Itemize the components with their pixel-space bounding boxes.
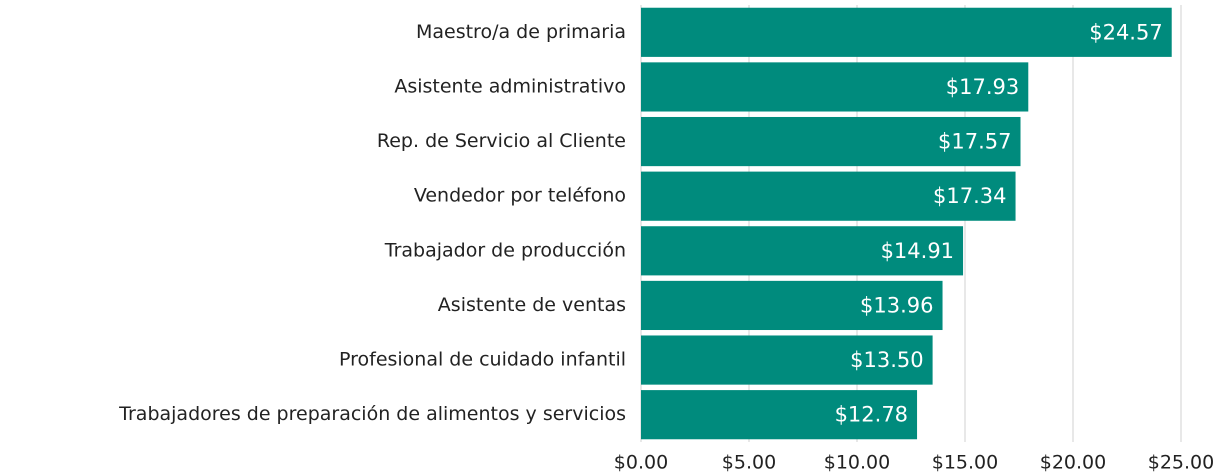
x-tick-label: $5.00 xyxy=(722,452,776,474)
bar xyxy=(641,7,1172,57)
value-label: $13.96 xyxy=(860,293,933,317)
y-tick-label: Trabajadores de preparación de alimentos… xyxy=(118,403,626,425)
value-label: $24.57 xyxy=(1089,20,1162,44)
x-tick-label: $0.00 xyxy=(614,452,668,474)
bar xyxy=(641,335,933,385)
bar xyxy=(641,226,964,276)
y-tick-label: Profesional de cuidado infantil xyxy=(339,349,626,371)
y-tick-label: Asistente de ventas xyxy=(438,294,626,316)
bar xyxy=(641,280,943,331)
bar xyxy=(641,62,1029,112)
y-tick-label: Maestro/a de primaria xyxy=(416,21,626,43)
value-label: $17.34 xyxy=(933,184,1006,208)
bar xyxy=(641,116,1021,167)
value-label: $13.50 xyxy=(850,348,923,372)
y-tick-label: Asistente administrativo xyxy=(394,75,626,97)
value-label: $14.91 xyxy=(881,239,954,263)
y-tick-label: Rep. de Servicio al Cliente xyxy=(377,130,626,152)
x-tick-label: $15.00 xyxy=(932,452,998,474)
bar xyxy=(641,390,918,440)
x-tick-label: $20.00 xyxy=(1040,452,1106,474)
value-label: $17.57 xyxy=(938,130,1011,154)
value-label: $12.78 xyxy=(835,403,908,427)
x-tick-label: $10.00 xyxy=(824,452,890,474)
x-tick-label: $25.00 xyxy=(1148,452,1214,474)
y-tick-label: Trabajador de producción xyxy=(384,239,626,261)
value-label: $17.93 xyxy=(946,75,1019,99)
bar xyxy=(641,171,1016,221)
y-tick-label: Vendedor por teléfono xyxy=(414,185,626,207)
